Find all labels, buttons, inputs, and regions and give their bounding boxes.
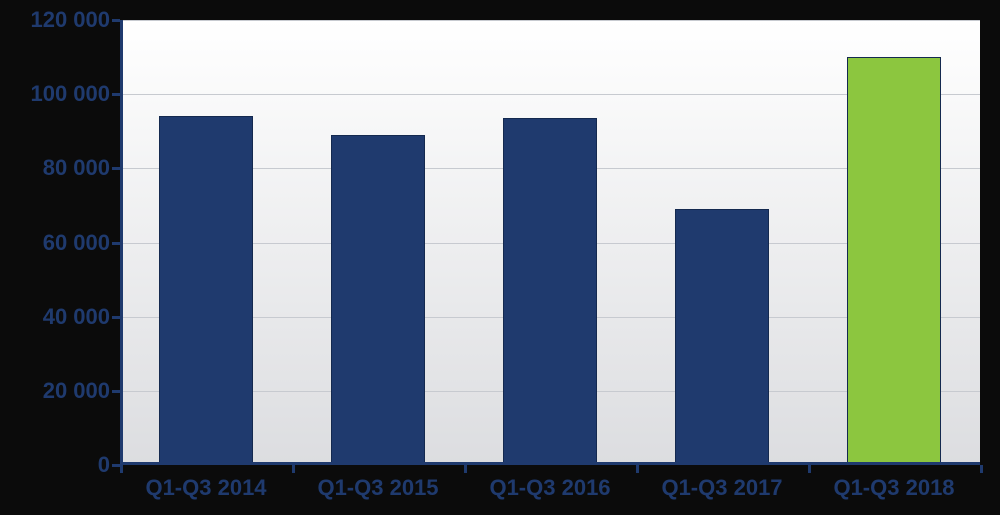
x-tick [980, 465, 983, 473]
bar [847, 57, 942, 465]
y-axis-label: 0 [98, 452, 120, 478]
x-axis-label: Q1-Q3 2016 [489, 465, 610, 501]
bar [675, 209, 770, 465]
x-tick [808, 465, 811, 473]
y-axis-label: 100 000 [30, 81, 120, 107]
y-axis-line [120, 20, 123, 465]
plot-area: 020 00040 00060 00080 000100 000120 000Q… [120, 20, 980, 465]
x-axis-label: Q1-Q3 2014 [145, 465, 266, 501]
x-tick [120, 465, 123, 473]
x-axis-line [120, 462, 980, 465]
bar [331, 135, 426, 465]
x-tick [636, 465, 639, 473]
y-axis-label: 120 000 [30, 7, 120, 33]
y-axis-label: 80 000 [43, 155, 120, 181]
bar [503, 118, 598, 465]
x-tick [292, 465, 295, 473]
y-axis-label: 20 000 [43, 378, 120, 404]
bar [159, 116, 254, 465]
x-axis-label: Q1-Q3 2015 [317, 465, 438, 501]
bar-chart: 0 20 000 40 000 60 000 80 000 100 000 120 000 Q… [0, 0, 1000, 515]
x-tick [464, 465, 467, 473]
x-axis-label: Q1-Q3 2017 [661, 465, 782, 501]
y-axis-label: 40 000 [43, 304, 120, 330]
x-axis-label: Q1-Q3 2018 [833, 465, 954, 501]
y-axis-label: 60 000 [43, 230, 120, 256]
gridline [120, 20, 980, 21]
